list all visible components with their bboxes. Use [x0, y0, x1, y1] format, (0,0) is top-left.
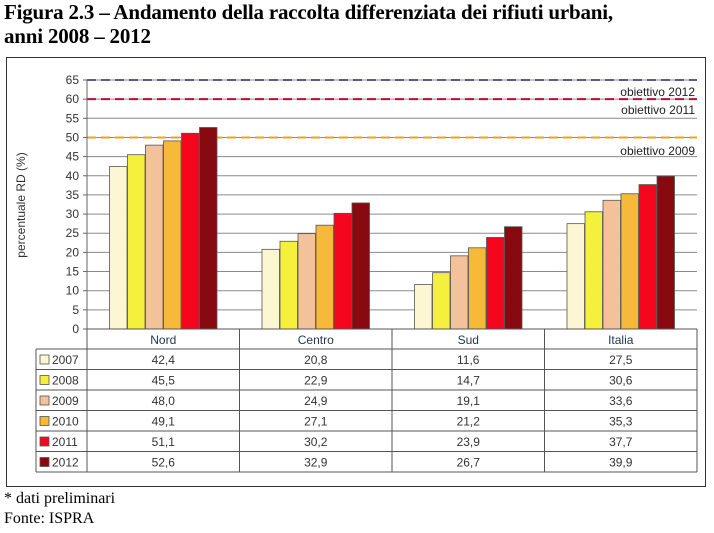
legend-swatch-2009: [39, 395, 50, 406]
data-label: 35,3: [609, 415, 633, 429]
x-category-label: Centro: [298, 333, 334, 347]
data-label: 45,5: [152, 374, 176, 388]
y-tick-label: 45: [66, 150, 80, 164]
bar-sud-2010: [468, 247, 487, 330]
data-label: 23,9: [457, 435, 481, 449]
legend-label: 2007: [52, 353, 79, 367]
y-tick-label: 40: [66, 169, 80, 183]
bar-centro-2012: [351, 202, 370, 330]
legend-label: 2010: [52, 415, 79, 429]
y-tick-label: 10: [66, 284, 80, 298]
data-label: 11,6: [457, 353, 480, 367]
y-tick-label: 15: [66, 265, 80, 279]
legend-swatch-2012: [39, 457, 50, 467]
bar-sud-2009: [450, 255, 469, 330]
y-tick-label: 50: [66, 130, 80, 144]
legend-swatch-2011: [39, 436, 50, 447]
figure-title: Figura 2.3 – Andamento della raccolta di…: [4, 0, 712, 48]
bar-sud-2012: [504, 226, 523, 330]
data-label: 52,6: [152, 456, 176, 470]
reference-label: obiettivo 2009: [620, 144, 695, 158]
data-label: 39,9: [609, 456, 633, 470]
legend-swatch-2010: [39, 416, 50, 426]
data-label: 24,9: [304, 394, 328, 408]
bar-sud-2008: [432, 272, 451, 330]
figure-title-line1: Figura 2.3 – Andamento della raccolta di…: [4, 0, 613, 24]
bar-nord-2011: [181, 132, 200, 330]
legend-label: 2012: [52, 456, 79, 470]
data-label: 49,1: [152, 415, 176, 429]
bar-nord-2007: [109, 166, 128, 330]
legend-label: 2008: [52, 374, 79, 388]
bar-sud-2007: [414, 284, 433, 330]
bar-italia-2009: [602, 199, 621, 330]
y-tick-label: 30: [66, 207, 80, 221]
data-label: 21,2: [457, 415, 481, 429]
legend-swatch-2007: [39, 354, 50, 365]
legend-label: 2011: [52, 435, 78, 449]
bar-italia-2008: [584, 211, 603, 330]
data-label: 27,1: [304, 415, 328, 429]
bar-italia-2007: [566, 223, 585, 330]
data-label: 26,7: [457, 456, 481, 470]
bar-nord-2010: [163, 140, 182, 330]
chart-frame: [6, 57, 706, 487]
legend-swatch-2008: [39, 375, 50, 385]
data-label: 30,6: [609, 374, 633, 388]
bar-centro-2007: [261, 248, 280, 330]
y-tick-label: 25: [66, 226, 80, 240]
reference-label: obiettivo 2011: [621, 103, 695, 117]
y-tick-label: 60: [66, 92, 80, 106]
y-tick-label: 55: [66, 111, 80, 125]
y-tick-label: 65: [66, 73, 80, 87]
bar-nord-2012: [199, 127, 218, 330]
y-tick-label: 5: [72, 303, 79, 317]
data-label: 37,7: [609, 435, 633, 449]
bar-centro-2008: [279, 240, 298, 330]
y-tick-label: 35: [66, 188, 80, 202]
source-note: Fonte: ISPRA: [4, 510, 95, 527]
bar-centro-2010: [315, 224, 334, 330]
data-label: 48,0: [152, 394, 176, 408]
bar-nord-2009: [145, 144, 164, 330]
y-tick-label: 20: [66, 245, 80, 259]
bar-italia-2010: [620, 193, 639, 330]
footnote: * dati preliminari: [4, 490, 116, 507]
x-category-label: Italia: [608, 333, 634, 347]
data-label: 19,1: [457, 394, 481, 408]
data-label: 20,8: [304, 353, 328, 367]
data-label: 51,1: [152, 435, 176, 449]
bar-sud-2011: [486, 237, 505, 330]
bar-italia-2011: [638, 184, 657, 330]
bar-nord-2008: [127, 154, 146, 330]
data-label: 14,7: [457, 374, 481, 388]
data-label: 42,4: [152, 353, 176, 367]
y-tick-label: 0: [72, 322, 79, 336]
data-label: 33,6: [609, 394, 633, 408]
data-label: 22,9: [304, 374, 328, 388]
y-axis-label: percentuale RD (%): [14, 152, 28, 257]
data-label: 30,2: [304, 435, 328, 449]
data-label: 27,5: [609, 353, 633, 367]
bar-italia-2012: [656, 175, 675, 330]
x-category-label: Nord: [150, 333, 176, 347]
bar-centro-2009: [297, 233, 316, 330]
bar-centro-2011: [333, 212, 352, 330]
legend-label: 2009: [52, 394, 79, 408]
x-category-label: Sud: [458, 333, 479, 347]
figure-title-line2: anni 2008 – 2012: [4, 24, 151, 48]
reference-label: obiettivo 2012: [620, 85, 695, 99]
data-label: 32,9: [304, 456, 328, 470]
